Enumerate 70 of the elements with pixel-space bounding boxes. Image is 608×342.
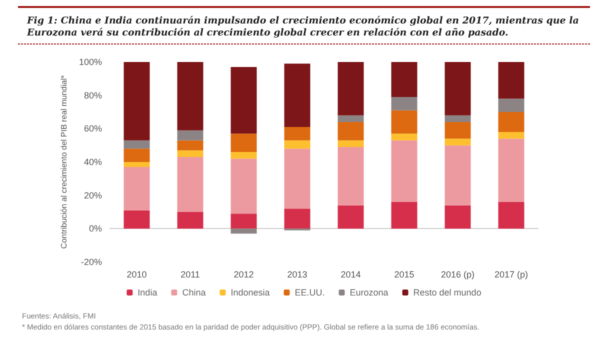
bar xyxy=(338,140,364,147)
y-tick-label: 60% xyxy=(84,124,102,134)
bar xyxy=(177,150,204,157)
bar xyxy=(230,67,257,134)
bar xyxy=(338,147,364,206)
legend-label: Indonesia xyxy=(230,288,270,298)
bar xyxy=(177,140,204,150)
bar xyxy=(230,158,257,214)
bar xyxy=(284,64,310,127)
bar xyxy=(284,148,310,209)
bar xyxy=(498,202,524,229)
bar xyxy=(391,140,418,202)
bar xyxy=(230,228,257,234)
bar xyxy=(338,62,364,116)
legend-label: India xyxy=(138,288,158,298)
bar xyxy=(498,138,524,202)
bar xyxy=(230,134,257,152)
bar xyxy=(498,98,524,112)
bar xyxy=(498,132,524,139)
bar xyxy=(124,62,150,140)
y-tick-label: 40% xyxy=(84,157,102,167)
x-tick-label: 2010 xyxy=(126,270,147,280)
bar xyxy=(124,167,150,210)
bar xyxy=(391,62,418,97)
chart-title: Fig 1: China e India continuarán impulsando el crecimiento económico global en 2017, mientras que la Eurozona verá su contribución al crecimiento global crecer en relación con el año pasado. xyxy=(26,16,582,38)
bar xyxy=(284,127,310,140)
bar xyxy=(124,140,150,149)
bar xyxy=(498,112,524,132)
x-tick-label: 2016 (p) xyxy=(440,270,475,280)
bar xyxy=(124,162,150,167)
bar xyxy=(444,145,471,206)
bar xyxy=(391,134,418,140)
bar xyxy=(498,62,524,99)
y-tick-label: 0% xyxy=(88,224,102,234)
y-tick-label: -20% xyxy=(80,257,102,267)
x-tick-label: 2017 (p) xyxy=(494,270,528,280)
bar xyxy=(444,62,471,116)
bar xyxy=(338,122,364,140)
bar xyxy=(177,157,204,212)
bar xyxy=(284,140,310,149)
bar xyxy=(124,148,150,162)
bar xyxy=(391,97,418,110)
x-tick-label: 2013 xyxy=(287,270,308,280)
y-tick-label: 80% xyxy=(84,90,102,100)
bar xyxy=(284,208,310,229)
x-tick-label: 2012 xyxy=(234,270,254,280)
bar xyxy=(444,138,471,146)
legend-label: EE.UU. xyxy=(294,288,325,298)
bar xyxy=(177,62,204,130)
y-axis-title: Contribución al crecimiento del PIB real mundial* xyxy=(60,75,69,249)
x-tick-label: 2011 xyxy=(180,270,200,280)
legend-label: Eurozona xyxy=(350,288,388,298)
bar xyxy=(444,115,471,122)
legend-label: Resto del mundo xyxy=(413,288,482,298)
x-tick-label: 2015 xyxy=(394,270,414,280)
bar xyxy=(230,152,257,159)
y-tick-label: 20% xyxy=(84,190,102,200)
bar xyxy=(338,205,364,229)
y-tick-label: 100% xyxy=(78,57,102,67)
bar xyxy=(177,212,204,229)
x-tick-label: 2014 xyxy=(340,270,361,280)
legend-label: China xyxy=(182,288,206,298)
bar xyxy=(444,122,471,139)
bar xyxy=(444,205,471,229)
bar xyxy=(391,110,418,134)
bar xyxy=(124,210,150,229)
bar xyxy=(230,214,257,229)
bar xyxy=(177,130,204,140)
bar xyxy=(391,202,418,229)
bar xyxy=(338,115,364,122)
